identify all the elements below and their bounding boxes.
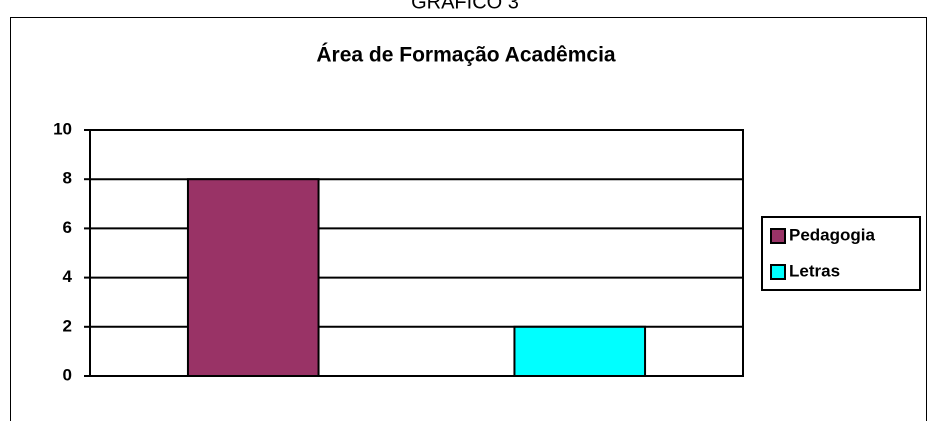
legend-label: Letras	[789, 261, 840, 280]
y-tick-label: 10	[53, 119, 72, 138]
y-tick-label: 2	[63, 316, 72, 335]
page-heading: GRÁFICO 3	[411, 0, 519, 13]
legend-label: Pedagogia	[789, 225, 876, 244]
legend-box	[761, 216, 921, 291]
y-tick-label: 6	[63, 218, 72, 237]
legend-swatch	[770, 264, 786, 280]
chart-frame	[10, 17, 927, 421]
y-tick-label: 4	[63, 267, 73, 286]
y-tick-label: 8	[63, 169, 72, 188]
bar	[186, 178, 320, 377]
chart-title: Área de Formação Acadêmcia	[316, 44, 616, 67]
legend-swatch	[770, 228, 786, 244]
bar	[513, 325, 647, 377]
y-tick-label: 0	[63, 365, 72, 384]
